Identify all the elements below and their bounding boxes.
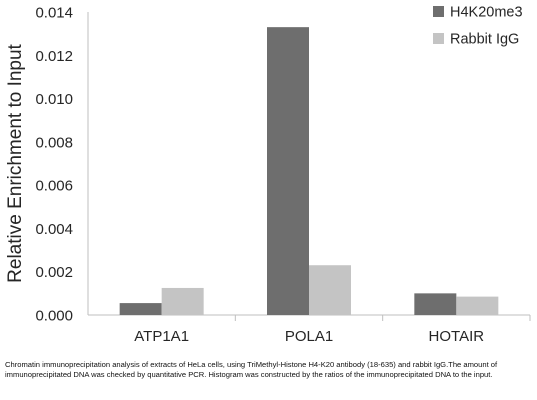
y-tick-label: 0.002 [35, 264, 73, 281]
y-tick-label: 0.004 [35, 221, 73, 238]
y-tick-label: 0.014 [35, 5, 73, 22]
legend-swatch-h4k20me3 [433, 6, 444, 17]
y-tick-label: 0.010 [35, 91, 73, 108]
bar-h4k20me3-pola1 [267, 27, 309, 316]
figure-caption: Chromatin immunoprecipitation analysis o… [5, 360, 498, 379]
y-axis-label: Relative Enrichment to Input [5, 43, 26, 282]
bar-h4k20me3-atp1a1 [119, 303, 162, 315]
x-tick-label: HOTAIR [429, 328, 485, 345]
bar-rabbit-igg-hotair [456, 296, 499, 315]
legend-swatch-rabbit-igg [433, 33, 444, 44]
x-tick-label: POLA1 [285, 328, 333, 345]
bar-rabbit-igg-pola1 [309, 265, 351, 315]
y-tick-label: 0.008 [35, 134, 73, 151]
y-tick-label: 0.000 [35, 308, 73, 325]
bar-chart: Relative Enrichment to Input 0.000 0.002 0… [5, 5, 531, 345]
x-tick-label: ATP1A1 [134, 328, 189, 345]
legend-label: Rabbit IgG [450, 32, 519, 48]
y-tick-label: 0.006 [35, 178, 73, 195]
bar-rabbit-igg-atp1a1 [161, 287, 204, 315]
bar-h4k20me3-hotair [414, 293, 457, 315]
legend-label: H4K20me3 [450, 5, 523, 21]
y-tick-label: 0.012 [35, 48, 73, 65]
